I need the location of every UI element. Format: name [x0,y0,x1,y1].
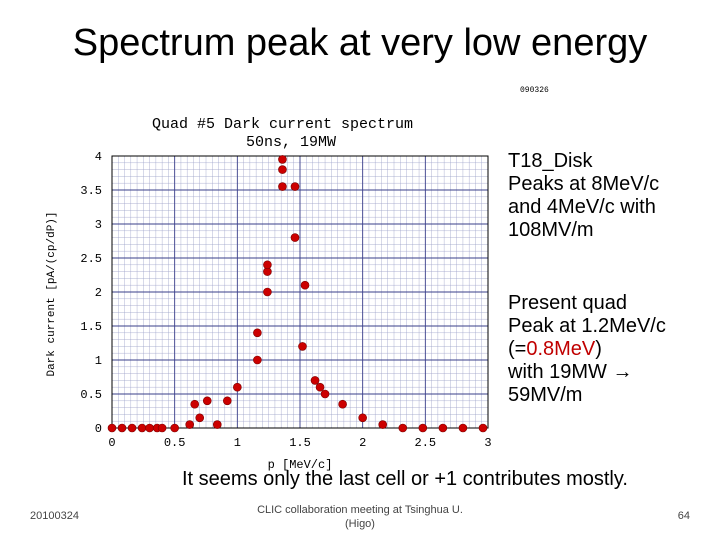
x-tick-label: 0.5 [164,436,186,450]
page-number: 64 [677,510,690,522]
data-point [378,420,388,429]
data-point [117,423,127,433]
data-point [223,396,232,406]
y-tick-label: 2 [95,286,102,300]
plot-frame [111,155,489,429]
x-tick-label: 3 [484,436,491,450]
y-tick-label: 4 [95,150,102,164]
note2-line5: 59MV/m [508,384,583,406]
data-point [358,413,367,423]
data-point [278,155,287,164]
tick-labels: 0 0.5 1 1.5 2 2.5 3 0 0.5 1 1.5 2 2.5 3 3.5 4 [80,150,491,450]
note1-line2: Peaks at 8MeV/c [508,173,660,195]
present-quad-note: Present quad Peak at 1.2MeV/c (=0.8MeV) … [508,292,708,407]
t18-disk-note: T18_Disk Peaks at 8MeV/c and 4MeV/c with… [508,150,708,242]
data-point [290,182,300,191]
note2-paren-open: (= [508,338,527,360]
x-axis-label: p [MeV/c] [268,458,333,472]
data-point [185,420,195,429]
data-point [310,376,320,385]
x-tick-label: 1.5 [289,436,311,450]
note1-line1: T18_Disk [508,150,593,172]
slide-title: Spectrum peak at very low energy [72,22,648,64]
chart-subtitle: 50ns, 19MW [246,134,336,151]
data-point [127,423,137,433]
data-point [298,342,307,351]
y-axis-label: Dark current [pA/(cp/dP)] [46,211,58,376]
data-point [212,420,222,429]
x-tick-label: 2 [359,436,366,450]
data-point [320,389,330,399]
data-point [170,423,179,433]
data-points [107,155,488,433]
y-tick-label: 0 [95,422,102,436]
chart-title: Quad #5 Dark current spectrum [152,116,413,133]
data-point [315,382,325,392]
data-point [290,233,300,242]
conclusion-text: It seems only the last cell or +1 contri… [182,468,628,490]
data-point [263,260,272,270]
x-tick-label: 2.5 [415,436,437,450]
note2-energy-value: 0.8MeV [526,338,596,360]
y-tick-label: 1.5 [80,320,102,334]
x-tick-label: 1 [234,436,241,450]
data-point [278,165,287,174]
footer-date: 20100324 [30,510,79,522]
grid-layer [111,155,489,429]
data-point [278,182,287,191]
data-point [253,328,262,338]
footer-meeting-line1: CLIC collaboration meeting at Tsinghua U… [257,504,463,516]
note2-line3: (=0.8MeV) [508,338,708,361]
data-point [438,423,448,433]
y-tick-label: 3.5 [80,184,102,198]
data-point [233,382,242,392]
y-tick-label: 3 [95,218,102,232]
footer-meeting: CLIC collaboration meeting at Tsinghua U… [255,503,465,531]
chart-panel: 090326 Quad #5 Dark current spectrum 50n… [40,80,560,480]
chart-stamp: 090326 [520,86,549,95]
data-point [398,423,408,433]
data-point [107,423,117,433]
x-tick-label: 0 [108,436,115,450]
y-tick-label: 1 [95,354,102,368]
data-point [418,423,428,433]
data-point [458,423,468,433]
note2-line4: with 19MW → [508,361,633,383]
data-point [300,280,310,290]
data-point [253,355,262,365]
data-point [157,423,167,433]
data-point [263,287,272,297]
data-point [202,396,212,406]
note2-line2: Peak at 1.2MeV/c [508,315,666,337]
y-tick-label: 2.5 [80,252,102,266]
data-point [190,399,200,409]
data-point [137,423,147,433]
note1-line3: and 4MeV/c with [508,196,656,218]
note1-line4: 108MV/m [508,219,594,241]
data-point [195,413,205,423]
note2-paren-close: ) [595,338,602,360]
data-point [478,423,488,433]
data-point [338,399,347,409]
y-tick-label: 0.5 [80,388,102,402]
dark-current-spectrum-chart: 090326 Quad #5 Dark current spectrum 50n… [46,86,549,472]
note2-line1: Present quad [508,292,627,314]
data-point [145,423,154,433]
footer-meeting-line2: (Higo) [345,518,375,530]
